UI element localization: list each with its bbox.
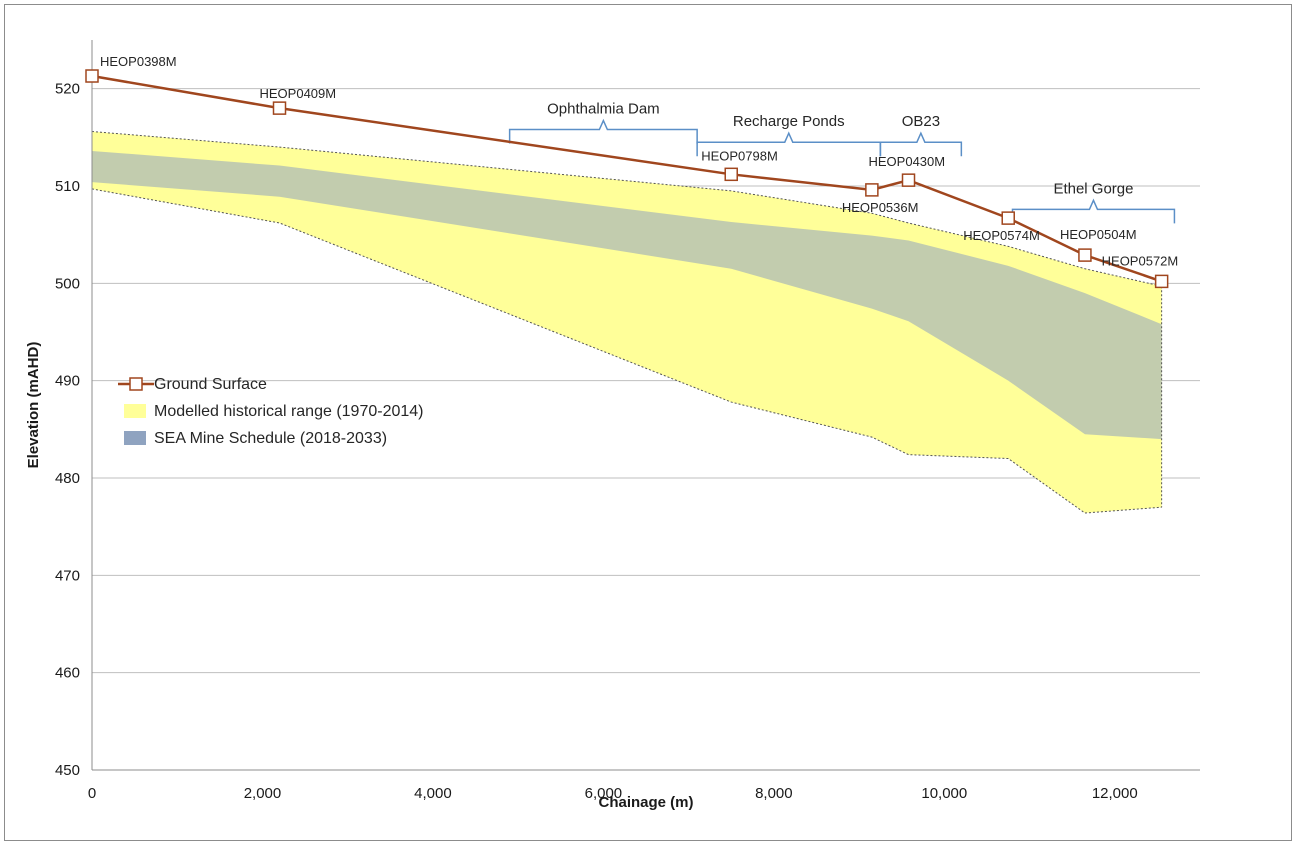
y-tick-label-470: 470	[55, 567, 80, 584]
legend-label-historical: Modelled historical range (1970-2014)	[154, 403, 424, 420]
bore-label-7: HEOP0572M	[1102, 253, 1179, 268]
legend-swatch-historical	[124, 404, 146, 418]
ground-surface-marker-7	[1154, 274, 1169, 289]
x-axis-title: Chainage (m)	[598, 794, 693, 811]
legend-ground-surface-marker	[129, 377, 143, 391]
y-tick-label-500: 500	[55, 275, 80, 292]
legend-swatch-sea	[124, 431, 146, 445]
ground-surface-marker-5	[1001, 211, 1015, 225]
y-tick-label-460: 460	[55, 665, 80, 682]
ground-surface-line	[91, 74, 1163, 283]
x-tick-label-8000: 8,000	[755, 785, 793, 802]
y-tick-label-520: 520	[55, 81, 80, 98]
historical-range-lower-edge	[91, 188, 1162, 514]
y-tick-label-480: 480	[55, 470, 80, 487]
zone-bracket-3	[1011, 198, 1176, 224]
x-tick-label-4000: 4,000	[414, 785, 452, 802]
ground-surface-marker-3	[865, 183, 879, 197]
zone-bracket-0	[508, 118, 698, 144]
bore-label-5: HEOP0574M	[963, 228, 1040, 243]
y-tick-label-490: 490	[55, 373, 80, 390]
bore-label-3: HEOP0536M	[842, 200, 919, 215]
modelled-historical-range-band	[92, 131, 1162, 514]
x-tick-label-0: 0	[88, 785, 96, 802]
legend-label-sea: SEA Mine Schedule (2018-2033)	[154, 430, 387, 447]
ground-surface-marker-0	[85, 69, 99, 83]
y-axis-title: Elevation (mAHD)	[25, 342, 42, 469]
sea-mine-schedule-band	[92, 150, 1162, 440]
zone-label-2: OB23	[902, 113, 940, 130]
zone-label-3: Ethel Gorge	[1053, 180, 1133, 197]
ground-surface-marker-6	[1078, 248, 1092, 262]
bore-label-4: HEOP0430M	[869, 154, 946, 169]
bore-label-0: HEOP0398M	[100, 54, 177, 69]
x-tick-label-2000: 2,000	[244, 785, 282, 802]
ground-surface-marker-4	[901, 173, 916, 187]
bore-label-6: HEOP0504M	[1060, 227, 1137, 242]
y-tick-label-510: 510	[55, 178, 80, 195]
zone-label-0: Ophthalmia Dam	[547, 101, 660, 118]
ground-surface-marker-2	[724, 167, 738, 182]
bore-label-2: HEOP0798M	[701, 148, 778, 163]
zone-bracket-2	[879, 131, 963, 157]
x-tick-label-12000: 12,000	[1092, 785, 1138, 802]
ground-surface-marker-1	[272, 101, 287, 115]
y-tick-label-450: 450	[55, 762, 80, 779]
x-tick-label-6000: 6,000	[585, 785, 623, 802]
legend-label-ground-surface: Ground Surface	[154, 376, 267, 393]
zone-label-1: Recharge Ponds	[733, 113, 845, 130]
x-tick-label-10000: 10,000	[921, 785, 967, 802]
bore-label-1: HEOP0409M	[260, 86, 337, 101]
